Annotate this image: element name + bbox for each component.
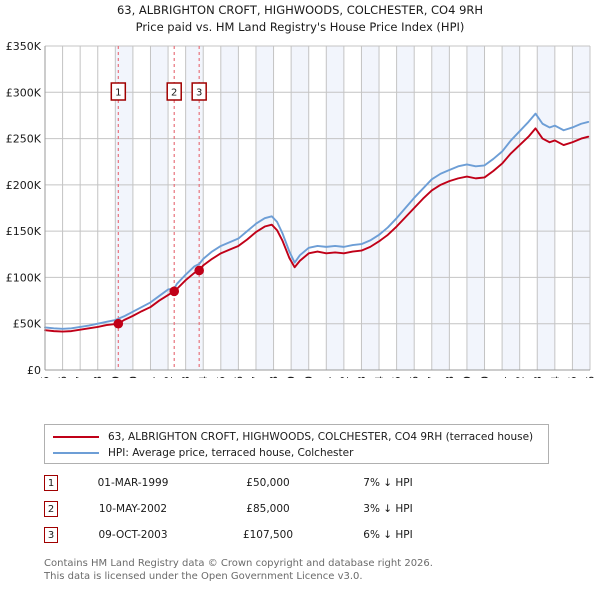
svg-text:£0: £0 bbox=[27, 364, 41, 377]
legend-swatch-hpi bbox=[53, 452, 99, 454]
svg-text:2019: 2019 bbox=[461, 376, 474, 378]
transaction-marker-1: 1 bbox=[44, 475, 58, 491]
svg-text:2018: 2018 bbox=[443, 376, 456, 378]
svg-text:1996: 1996 bbox=[57, 376, 70, 378]
x-axis-labels: 1995 1996 1997 1998 1999 2000 2001 2002 2003 2004… bbox=[39, 376, 597, 378]
transaction-hpi-1: 7% ↓ HPI bbox=[363, 477, 413, 489]
svg-text:1998: 1998 bbox=[92, 376, 105, 378]
svg-text:£50K: £50K bbox=[13, 318, 42, 331]
svg-text:3: 3 bbox=[196, 88, 202, 99]
legend-swatch-price-paid bbox=[53, 436, 99, 438]
transaction-date-1: 01-MAR-1999 bbox=[97, 477, 169, 489]
svg-text:2010: 2010 bbox=[303, 376, 316, 378]
svg-text:2024: 2024 bbox=[549, 376, 562, 378]
svg-text:2003: 2003 bbox=[180, 376, 193, 378]
svg-text:£300K: £300K bbox=[6, 86, 42, 99]
svg-text:2017: 2017 bbox=[426, 376, 439, 378]
table-row: 3 09-OCT-2003 £107,500 6% ↓ HPI bbox=[44, 522, 564, 548]
svg-text:2001: 2001 bbox=[144, 376, 157, 378]
legend-label-price-paid: 63, ALBRIGHTON CROFT, HIGHWOODS, COLCHES… bbox=[108, 431, 534, 443]
svg-text:2007: 2007 bbox=[250, 376, 263, 378]
transaction-price-3: £107,500 bbox=[242, 529, 294, 541]
transaction-price-1: £50,000 bbox=[246, 477, 290, 489]
chart-series bbox=[44, 112, 590, 333]
svg-text:£100K: £100K bbox=[6, 271, 42, 284]
svg-text:2009: 2009 bbox=[285, 376, 298, 378]
svg-text:2008: 2008 bbox=[268, 376, 281, 378]
svg-text:1997: 1997 bbox=[74, 376, 87, 378]
transactions-table: 1 01-MAR-1999 £50,000 7% ↓ HPI 2 10-MAY-… bbox=[44, 470, 564, 548]
footer-line-2: This data is licensed under the Open Gov… bbox=[44, 570, 363, 582]
y-axis-labels: £0 £50K £100K £150K £200K £250K £300K £350K bbox=[6, 40, 42, 377]
transaction-hpi-2: 3% ↓ HPI bbox=[363, 503, 413, 515]
svg-text:2004: 2004 bbox=[197, 376, 210, 378]
svg-text:2023: 2023 bbox=[531, 376, 544, 378]
svg-text:£200K: £200K bbox=[6, 179, 42, 192]
chart-legend: 63, ALBRIGHTON CROFT, HIGHWOODS, COLCHES… bbox=[44, 424, 549, 464]
price-history-chart: 1 2 3 £0 £50K £100K £150K £200K £250K £300K £350K… bbox=[0, 38, 600, 378]
svg-text:1: 1 bbox=[115, 88, 121, 99]
svg-text:2020: 2020 bbox=[479, 376, 492, 378]
svg-text:2002: 2002 bbox=[162, 376, 175, 378]
transaction-marker-3: 3 bbox=[44, 527, 58, 543]
transaction-hpi-3: 6% ↓ HPI bbox=[363, 529, 413, 541]
svg-text:2012: 2012 bbox=[338, 376, 351, 378]
svg-text:2016: 2016 bbox=[408, 376, 421, 378]
svg-text:2014: 2014 bbox=[373, 376, 386, 378]
svg-text:£150K: £150K bbox=[6, 225, 42, 238]
svg-text:2: 2 bbox=[171, 88, 177, 99]
table-row: 2 10-MAY-2002 £85,000 3% ↓ HPI bbox=[44, 496, 564, 522]
chart-svg: 1 2 3 £0 £50K £100K £150K £200K £250K £300K £350K… bbox=[6, 40, 597, 378]
table-row: 1 01-MAR-1999 £50,000 7% ↓ HPI bbox=[44, 470, 564, 496]
svg-text:2011: 2011 bbox=[320, 376, 333, 378]
svg-text:1995: 1995 bbox=[39, 376, 52, 378]
legend-item-price-paid: 63, ALBRIGHTON CROFT, HIGHWOODS, COLCHES… bbox=[53, 429, 540, 445]
svg-text:2026: 2026 bbox=[584, 376, 597, 378]
event-dots bbox=[113, 265, 204, 329]
svg-text:£250K: £250K bbox=[6, 133, 42, 146]
svg-text:2000: 2000 bbox=[127, 376, 140, 378]
svg-text:2022: 2022 bbox=[514, 376, 527, 378]
transaction-price-2: £85,000 bbox=[246, 503, 290, 515]
footer-line-1: Contains HM Land Registry data © Crown c… bbox=[44, 558, 433, 569]
title-line-2: Price paid vs. HM Land Registry's House … bbox=[135, 20, 465, 34]
svg-text:£350K: £350K bbox=[6, 40, 42, 53]
svg-text:2005: 2005 bbox=[215, 376, 228, 378]
transaction-date-3: 09-OCT-2003 bbox=[98, 529, 168, 541]
svg-text:2013: 2013 bbox=[355, 376, 368, 378]
page-title: 63, ALBRIGHTON CROFT, HIGHWOODS, COLCHES… bbox=[0, 2, 600, 36]
transaction-marker-2: 2 bbox=[44, 501, 58, 517]
legend-label-hpi: HPI: Average price, terraced house, Colc… bbox=[108, 447, 354, 459]
legend-item-hpi: HPI: Average price, terraced house, Colc… bbox=[53, 445, 540, 461]
event-number-boxes: 1 2 3 bbox=[110, 82, 207, 101]
svg-text:1999: 1999 bbox=[109, 376, 122, 378]
svg-text:2015: 2015 bbox=[391, 376, 404, 378]
svg-text:2006: 2006 bbox=[232, 376, 245, 378]
footer-attribution: Contains HM Land Registry data © Crown c… bbox=[44, 558, 584, 583]
year-bands bbox=[115, 46, 590, 370]
svg-text:2021: 2021 bbox=[496, 376, 509, 378]
svg-text:2025: 2025 bbox=[566, 376, 579, 378]
title-line-1: 63, ALBRIGHTON CROFT, HIGHWOODS, COLCHES… bbox=[116, 3, 484, 17]
axis-lines bbox=[44, 46, 590, 371]
transaction-date-2: 10-MAY-2002 bbox=[98, 503, 168, 515]
